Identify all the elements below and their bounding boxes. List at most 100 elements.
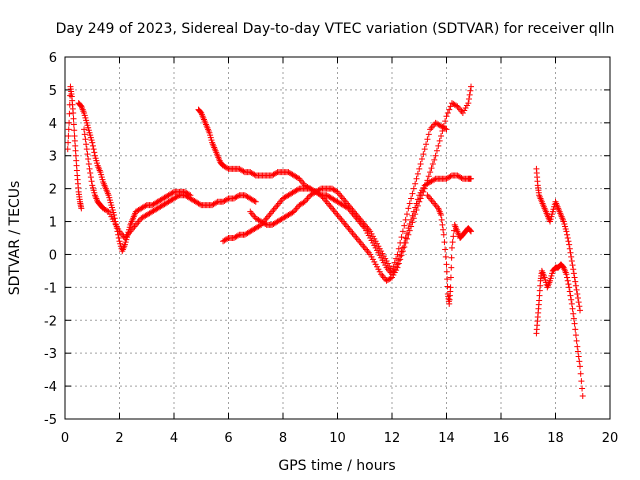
data-point-4-0-3: [224, 235, 231, 242]
data-point-5-29-1: [406, 200, 413, 207]
data-point-0-0-0: [64, 146, 71, 153]
data-point-8-14-2: [567, 292, 574, 299]
data-point-2-29-3: [224, 196, 231, 203]
data-point-7-13-3: [568, 253, 575, 260]
data-point-1-5-2: [90, 146, 97, 153]
data-point-7-13-2: [567, 249, 574, 256]
series-sat-track-c: [81, 126, 259, 241]
data-point-2-2-1: [87, 170, 94, 177]
data-point-6-4-0: [440, 231, 447, 238]
data-point-2-2-2: [87, 174, 94, 181]
y-axis-label: SDTVAR / TECUs: [7, 181, 23, 296]
data-point-4-32-1: [395, 260, 402, 267]
data-point-6-3-1: [438, 216, 445, 223]
data-point-3-12-3: [240, 168, 247, 175]
data-points-layer: [64, 83, 586, 399]
data-point-4-35-2: [413, 207, 420, 214]
data-point-0-4-2: [70, 121, 77, 128]
data-point-1-22-3: [142, 202, 149, 209]
x-tick-label-6: 12: [384, 431, 401, 446]
data-point-7-16-0: [574, 290, 581, 297]
data-point-4-40-3: [442, 118, 449, 125]
data-point-4-39-2: [435, 142, 442, 149]
data-point-6-3-0: [438, 211, 445, 218]
data-point-7-16-3: [576, 303, 583, 310]
data-point-5-31-0: [416, 165, 423, 172]
data-point-4-41-2: [446, 106, 453, 113]
data-point-5-28-3: [403, 211, 410, 218]
x-tick-label-7: 14: [438, 431, 455, 446]
x-tick-label-5: 10: [329, 431, 346, 446]
data-point-4-38-3: [431, 156, 438, 163]
data-point-8-16-1: [572, 326, 579, 333]
data-point-7-15-0: [571, 274, 578, 281]
series-sat-track-h: [533, 165, 584, 314]
data-point-6-8-0: [447, 284, 454, 291]
data-point-4-34-2: [408, 223, 415, 230]
data-point-7-14-3: [570, 270, 577, 277]
data-point-4-41-1: [444, 109, 451, 116]
data-point-3-50-3: [447, 173, 454, 180]
data-point-6-9-2: [450, 233, 457, 240]
data-point-2-0-0: [81, 126, 88, 133]
x-axis-label: GPS time / hours: [278, 458, 395, 474]
data-point-4-46-0: [468, 83, 475, 90]
data-point-0-1-1: [66, 110, 73, 117]
data-point-2-20-3: [175, 193, 182, 200]
x-tick-label-4: 8: [279, 431, 287, 446]
data-point-7-12-3: [565, 238, 572, 245]
series-sat-track-b: [75, 100, 194, 255]
data-point-7-16-1: [574, 295, 581, 302]
x-tick-label-8: 16: [493, 431, 510, 446]
data-point-0-0-1: [65, 139, 72, 146]
data-point-7-14-1: [569, 262, 576, 269]
data-point-8-13-3: [565, 281, 572, 288]
data-point-6-8-1: [447, 274, 454, 281]
data-point-4-30-3: [387, 275, 394, 282]
data-point-8-13-0: [563, 271, 570, 278]
data-point-4-36-1: [417, 195, 424, 202]
data-point-4-32-3: [398, 252, 405, 259]
data-point-5-26-0: [389, 267, 395, 274]
data-point-1-5-0: [89, 139, 96, 146]
series-sat-track-g: [424, 192, 475, 307]
data-point-2-0-1: [81, 131, 88, 138]
y-tick-label-3: -2: [44, 314, 57, 329]
data-point-8-16-0: [571, 320, 578, 327]
data-point-4-45-1: [465, 95, 472, 102]
data-point-5-31-1: [417, 160, 424, 167]
data-point-5-31-3: [420, 151, 427, 158]
data-point-5-32-3: [425, 131, 432, 138]
x-tick-label-10: 20: [602, 431, 619, 446]
data-point-8-17-2: [575, 353, 582, 360]
data-point-4-37-2: [424, 177, 431, 184]
data-point-2-1-3: [85, 160, 92, 167]
data-point-4-35-0: [410, 215, 417, 222]
data-point-2-2-3: [88, 178, 95, 185]
data-point-7-15-1: [572, 278, 579, 285]
y-tick-label-1: -4: [44, 380, 57, 395]
data-point-4-38-2: [429, 160, 436, 167]
data-point-4-45-3: [467, 87, 474, 94]
data-point-6-8-2: [448, 264, 455, 271]
data-point-7-17-0: [577, 307, 584, 314]
data-point-4-33-3: [403, 235, 410, 242]
data-point-3-52-3: [458, 174, 465, 181]
data-point-8-15-0: [568, 300, 575, 307]
y-tick-label-10: 5: [49, 84, 57, 99]
data-point-6-8-3: [448, 254, 455, 261]
data-point-3-47-3: [431, 176, 438, 183]
data-point-8-17-3: [576, 358, 583, 365]
data-point-4-34-1: [406, 227, 413, 234]
data-point-5-27-1: [395, 245, 402, 252]
data-point-7-13-0: [566, 241, 573, 248]
data-point-0-4-1: [70, 115, 77, 122]
data-point-7-12-1: [564, 231, 571, 238]
data-point-5-27-2: [397, 239, 404, 246]
data-point-5-30-1: [412, 180, 419, 187]
data-point-6-5-1: [443, 268, 450, 275]
data-point-5-28-2: [402, 216, 409, 223]
plot-frame: [64, 56, 611, 420]
data-point-7-14-2: [570, 266, 577, 273]
